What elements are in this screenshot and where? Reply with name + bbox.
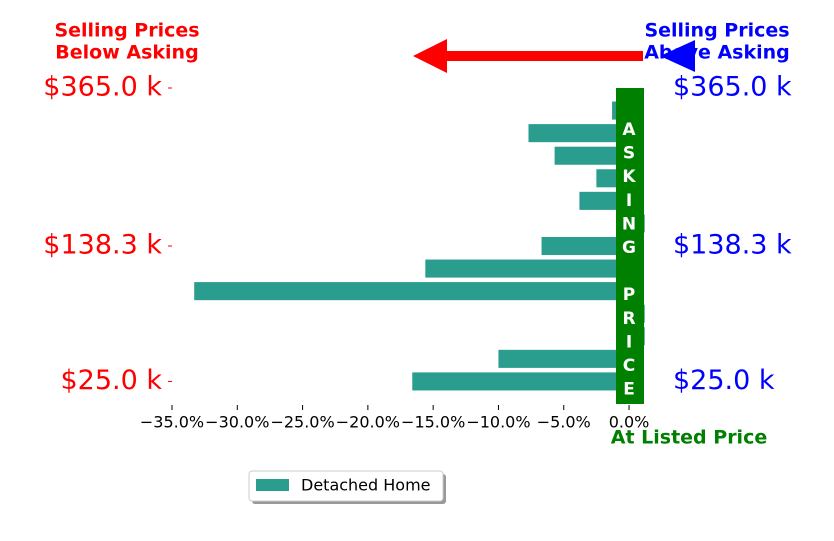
y-tick-label-right: $138.3 k: [673, 230, 792, 261]
legend-swatch: [256, 479, 289, 491]
bar: [554, 146, 630, 165]
left-heading-1: Selling Prices: [54, 20, 199, 42]
right-heading-1: Selling Prices: [644, 20, 789, 42]
x-tick-label: −10.0%: [466, 413, 530, 432]
x-tick-label: −30.0%: [205, 413, 269, 432]
right-heading-2: Above Asking: [644, 42, 790, 64]
bar: [425, 259, 630, 278]
left-arrow: [413, 39, 643, 73]
bottom-label: At Listed Price: [611, 427, 767, 449]
bar: [498, 349, 630, 368]
bar: [194, 282, 630, 301]
legend-box: [248, 470, 444, 502]
x-tick-label: −35.0%: [140, 413, 204, 432]
x-tick-label: −5.0%: [537, 413, 591, 432]
asking-label: ASKING PRICE: [619, 120, 639, 403]
legend-label: Detached Home: [301, 476, 431, 495]
y-tick-label-right: $365.0 k: [673, 72, 792, 103]
y-tick-label-right: $25.0 k: [673, 365, 775, 396]
left-heading-2: Below Asking: [55, 42, 198, 64]
right-arrowhead: [660, 40, 695, 72]
x-tick-label: −20.0%: [336, 413, 400, 432]
y-tick-label-left: $365.0 k: [43, 72, 162, 103]
x-tick-label: −25.0%: [270, 413, 334, 432]
bar: [412, 372, 630, 391]
bar: [541, 236, 630, 256]
y-tick-label-left: $25.0 k: [60, 365, 162, 396]
bar: [528, 124, 630, 143]
x-tick-label: −15.0%: [401, 413, 465, 432]
x-tick-label: 0.0%: [609, 413, 650, 432]
asking-band: [616, 88, 644, 404]
y-tick-label-left: $138.3 k: [43, 230, 162, 261]
